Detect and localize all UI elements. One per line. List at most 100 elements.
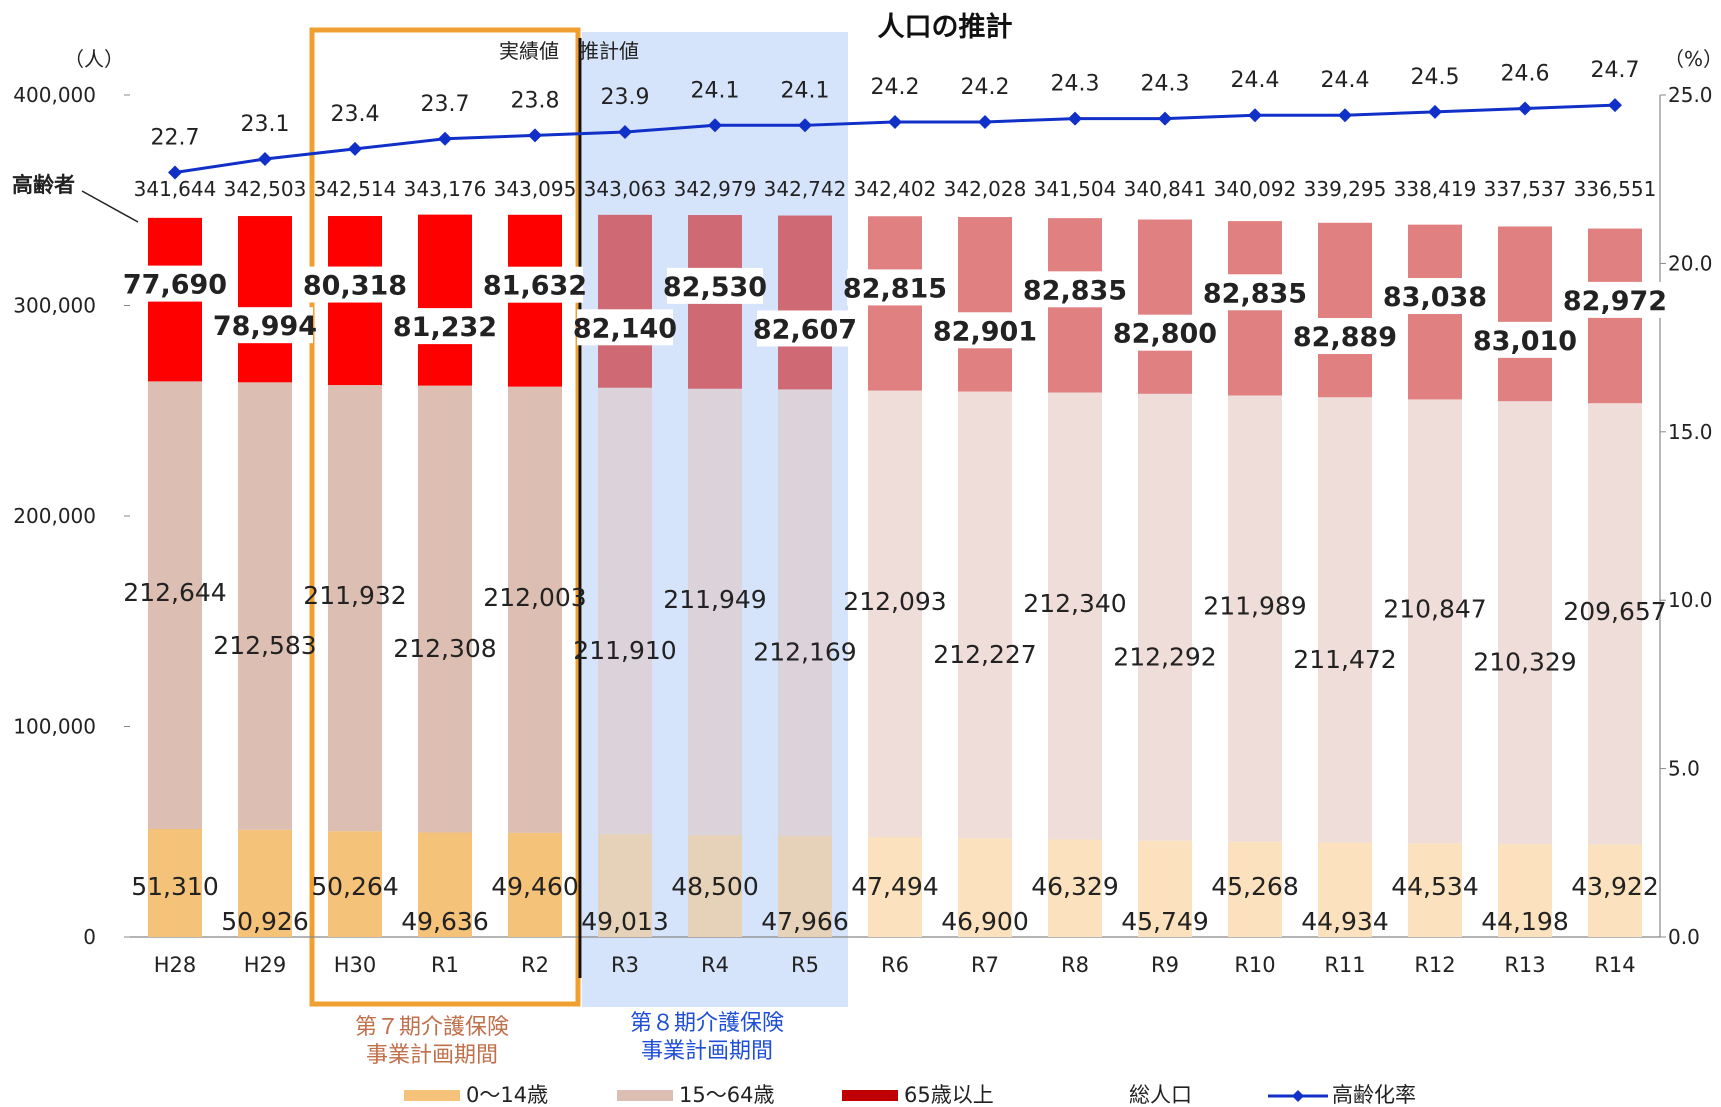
label-total-population: 342,979: [674, 177, 757, 201]
aging-rate-label: 24.4: [1321, 68, 1370, 93]
aging-rate-point: [618, 125, 632, 140]
label-0-14: 46,900: [941, 907, 1028, 936]
label-0-14: 44,198: [1481, 907, 1568, 936]
aging-rate-point: [1068, 111, 1082, 126]
bar-segment-65plus: [958, 217, 1012, 392]
x-tick-label: R9: [1151, 953, 1179, 977]
bar-segment-65plus: [1498, 226, 1552, 402]
label-0-14: 49,013: [581, 907, 668, 936]
label-65plus-background: [1027, 271, 1123, 308]
bar-segment-15-64: [868, 390, 922, 838]
aging-rate-point: [978, 114, 992, 129]
aging-rate-label: 23.4: [331, 102, 380, 127]
label-15-64: 212,169: [753, 638, 856, 667]
x-tick-label: R13: [1504, 953, 1545, 977]
label-total-population: 337,537: [1484, 177, 1567, 201]
label-65plus-background: [1297, 318, 1393, 355]
label-65plus-background: [1477, 321, 1573, 358]
label-total-population: 343,176: [404, 177, 487, 201]
aging-rate-point: [1428, 104, 1442, 119]
bar-segment-15-64: [1228, 395, 1282, 842]
y2-tick-label: 25.0: [1668, 83, 1713, 107]
x-tick-label: R8: [1061, 953, 1089, 977]
bar-segment-15-64: [1588, 403, 1642, 845]
label-0-14: 44,934: [1301, 907, 1388, 936]
label-0-14: 47,966: [761, 907, 848, 936]
bar-segment-65plus: [238, 216, 292, 383]
label-15-64: 212,308: [393, 634, 496, 663]
bar-segment-15-64: [328, 385, 382, 832]
label-65plus-background: [667, 267, 763, 304]
aging-rate-point: [528, 128, 542, 143]
x-tick-label: H28: [154, 953, 197, 977]
period7-label-line1: 第７期介護保険: [355, 1015, 509, 1040]
label-65plus-background: [1567, 281, 1663, 318]
period8-label-line1: 第８期介護保険: [630, 1011, 784, 1036]
label-total-population: 342,514: [314, 177, 397, 201]
x-tick-label: R14: [1594, 953, 1635, 977]
label-65plus: 81,632: [483, 271, 587, 302]
elderly-callout: 高齢者: [12, 173, 75, 197]
label-65plus-background: [217, 307, 313, 344]
aging-rate-label: 22.7: [151, 125, 200, 150]
bar-segment-0-14: [148, 828, 202, 937]
aging-rate-point: [1338, 108, 1352, 123]
bar-segment-15-64: [1318, 397, 1372, 843]
bar-segment-0-14: [688, 834, 742, 937]
aging-rate-point: [348, 141, 362, 156]
label-15-64: 212,644: [123, 578, 226, 607]
label-65plus-background: [1387, 278, 1483, 315]
y-axis-unit-right: （%）: [1664, 47, 1721, 71]
y-tick-label: 400,000: [13, 83, 96, 107]
label-total-population: 342,402: [854, 177, 937, 201]
bar-segment-0-14: [238, 829, 292, 937]
label-total-population: 340,092: [1214, 177, 1297, 201]
bar-segment-15-64: [958, 391, 1012, 839]
aging-rate-label: 24.5: [1411, 65, 1460, 90]
label-65plus: 82,972: [1563, 286, 1667, 317]
legend-label-rate: 高齢化率: [1332, 1083, 1416, 1107]
label-total-population: 336,551: [1574, 177, 1657, 201]
x-tick-label: H29: [244, 953, 287, 977]
label-65plus: 82,815: [843, 273, 947, 304]
label-total-population: 338,419: [1394, 177, 1477, 201]
bar-segment-15-64: [148, 381, 202, 829]
label-65plus-background: [307, 266, 403, 303]
label-65plus-background: [127, 265, 223, 302]
label-65plus-background: [397, 308, 493, 345]
chart-title: 人口の推計: [878, 11, 1013, 43]
y2-tick-label: 15.0: [1668, 420, 1713, 444]
bar-segment-0-14: [598, 833, 652, 937]
legend-swatch-65plus: [842, 1090, 898, 1101]
aging-rate-point: [1608, 98, 1622, 113]
x-tick-label: R2: [521, 953, 549, 977]
label-15-64: 210,847: [1383, 594, 1486, 623]
label-0-14: 49,460: [491, 872, 578, 901]
label-total-population: 342,503: [224, 177, 307, 201]
aging-rate-point: [258, 151, 272, 166]
x-tick-label: R10: [1234, 953, 1275, 977]
aging-rate-point: [708, 118, 722, 133]
legend-label-65plus: 65歳以上: [904, 1083, 994, 1107]
bar-segment-0-14: [1408, 843, 1462, 937]
aging-rate-label: 24.4: [1231, 68, 1280, 93]
aging-rate-label: 24.2: [961, 75, 1010, 100]
aging-rate-point: [1248, 108, 1262, 123]
bar-segment-0-14: [958, 838, 1012, 937]
x-tick-label: R11: [1324, 953, 1365, 977]
label-15-64: 211,910: [573, 636, 676, 665]
aging-rate-label: 23.8: [511, 88, 560, 113]
estimate-values-label: 推計値: [579, 39, 639, 63]
period8-label-line2: 事業計画期間: [641, 1039, 773, 1064]
y-tick-label: 200,000: [13, 504, 96, 528]
bar-segment-0-14: [1588, 844, 1642, 937]
period7-frame: [309, 27, 581, 1007]
bar-segment-15-64: [598, 387, 652, 834]
bar-segment-0-14: [1048, 839, 1102, 937]
y-axis-unit-left: （人）: [64, 47, 124, 71]
actual-values-label: 実績値: [499, 39, 559, 63]
label-15-64: 211,949: [663, 585, 766, 614]
aging-rate-label: 24.7: [1591, 58, 1640, 83]
y2-tick-label: 10.0: [1668, 588, 1713, 612]
bar-segment-0-14: [508, 832, 562, 937]
